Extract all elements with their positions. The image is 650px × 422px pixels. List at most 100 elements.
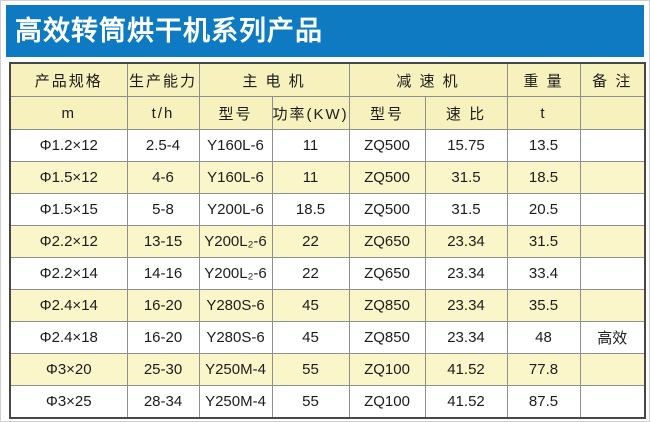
header-main-motor: 主 电 机	[198, 62, 350, 97]
cell-motor_power: 45	[271, 289, 350, 322]
header-spec-unit: m	[9, 96, 128, 130]
header-spec: 产品规格	[9, 62, 128, 97]
cell-reducer_model: ZQ650	[348, 225, 426, 258]
cell-remark	[579, 385, 646, 419]
cell-spec: Φ1.5×15	[9, 193, 128, 226]
cell-motor_power: 11	[271, 161, 350, 194]
table-row: Φ1.5×15 5-8 Y200L-6 18.5 ZQ500 31.5 20.5	[9, 193, 646, 226]
product-spec-table: 产品规格 生产能力 主 电 机 减 速 机 重 量 备 注 m t/h 型号 功…	[9, 62, 646, 419]
cell-ratio: 23.34	[424, 257, 508, 290]
cell-spec: Φ2.4×14	[9, 289, 128, 322]
cell-capacity: 5-8	[126, 193, 200, 226]
cell-remark	[579, 353, 646, 386]
cell-weight: 35.5	[506, 289, 581, 322]
cell-spec: Φ3×25	[9, 385, 128, 419]
cell-motor_power: 11	[271, 129, 350, 162]
page-title: 高效转筒烘干机系列产品	[15, 16, 323, 46]
cell-remark	[579, 161, 646, 194]
table-row: Φ1.5×12 4-6 Y160L-6 11 ZQ500 31.5 18.5	[9, 161, 646, 194]
table-row: Φ2.2×12 13-15 Y200L₂-6 22 ZQ650 23.34 31.5	[9, 225, 646, 258]
cell-spec: Φ1.2×12	[9, 129, 128, 162]
cell-motor_model: Y200L₂-6	[198, 225, 273, 258]
cell-weight: 31.5	[506, 225, 581, 258]
cell-remark	[579, 193, 646, 226]
table-row: Φ1.2×12 2.5-4 Y160L-6 11 ZQ500 15.75 13.5	[9, 129, 646, 162]
cell-ratio: 23.34	[424, 321, 508, 354]
cell-ratio: 31.5	[424, 193, 508, 226]
header-weight: 重 量	[506, 62, 581, 97]
table-head: 产品规格 生产能力 主 电 机 减 速 机 重 量 备 注 m t/h 型号 功…	[9, 62, 646, 130]
cell-motor_model: Y250M-4	[198, 353, 273, 386]
cell-ratio: 41.52	[424, 385, 508, 419]
cell-capacity: 28-34	[126, 385, 200, 419]
cell-reducer_model: ZQ850	[348, 321, 426, 354]
header-motor-model: 型号	[198, 96, 273, 130]
header-motor-power: 功率(KW)	[271, 96, 350, 130]
cell-motor_power: 55	[271, 385, 350, 419]
cell-reducer_model: ZQ100	[348, 353, 426, 386]
cell-capacity: 2.5-4	[126, 129, 200, 162]
cell-spec: Φ1.5×12	[9, 161, 128, 194]
cell-remark	[579, 129, 646, 162]
cell-motor_power: 55	[271, 353, 350, 386]
cell-capacity: 16-20	[126, 321, 200, 354]
cell-reducer_model: ZQ100	[348, 385, 426, 419]
cell-motor_power: 22	[271, 257, 350, 290]
cell-reducer_model: ZQ650	[348, 257, 426, 290]
cell-capacity: 4-6	[126, 161, 200, 194]
cell-ratio: 15.75	[424, 129, 508, 162]
header-weight-unit: t	[506, 96, 581, 130]
cell-capacity: 14-16	[126, 257, 200, 290]
table-wrap: 产品规格 生产能力 主 电 机 减 速 机 重 量 备 注 m t/h 型号 功…	[9, 62, 646, 419]
table-row: Φ3×25 28-34 Y250M-4 55 ZQ100 41.52 87.5	[9, 385, 646, 419]
cell-remark	[579, 289, 646, 322]
header-capacity: 生产能力	[126, 62, 200, 97]
table-row: Φ2.4×18 16-20 Y280S-6 45 ZQ850 23.34 48 高效	[9, 321, 646, 354]
cell-reducer_model: ZQ500	[348, 161, 426, 194]
table-body: Φ1.2×12 2.5-4 Y160L-6 11 ZQ500 15.75 13.5 Φ1.5×…	[9, 129, 646, 419]
cell-weight: 48	[506, 321, 581, 354]
cell-weight: 77.8	[506, 353, 581, 386]
header-reducer: 减 速 机	[348, 62, 508, 97]
cell-motor_model: Y250M-4	[198, 385, 273, 419]
cell-reducer_model: ZQ500	[348, 193, 426, 226]
cell-weight: 33.4	[506, 257, 581, 290]
cell-motor_power: 22	[271, 225, 350, 258]
cell-spec: Φ3×20	[9, 353, 128, 386]
cell-motor_model: Y160L-6	[198, 161, 273, 194]
cell-weight: 13.5	[506, 129, 581, 162]
cell-capacity: 25-30	[126, 353, 200, 386]
cell-weight: 20.5	[506, 193, 581, 226]
cell-spec: Φ2.2×12	[9, 225, 128, 258]
cell-weight: 18.5	[506, 161, 581, 194]
cell-ratio: 31.5	[424, 161, 508, 194]
cell-ratio: 23.34	[424, 289, 508, 322]
cell-ratio: 23.34	[424, 225, 508, 258]
cell-remark: 高效	[579, 321, 646, 354]
header-remark: 备 注	[579, 62, 646, 97]
table-row: Φ3×20 25-30 Y250M-4 55 ZQ100 41.52 77.8	[9, 353, 646, 386]
cell-capacity: 16-20	[126, 289, 200, 322]
table-row: Φ2.2×14 14-16 Y200L₂-6 22 ZQ650 23.34 33.4	[9, 257, 646, 290]
cell-weight: 87.5	[506, 385, 581, 419]
cell-reducer_model: ZQ850	[348, 289, 426, 322]
cell-capacity: 13-15	[126, 225, 200, 258]
cell-motor_model: Y200L-6	[198, 193, 273, 226]
header-reducer-model: 型号	[348, 96, 426, 130]
cell-spec: Φ2.4×18	[9, 321, 128, 354]
cell-spec: Φ2.2×14	[9, 257, 128, 290]
cell-remark	[579, 257, 646, 290]
table-row: Φ2.4×14 16-20 Y280S-6 45 ZQ850 23.34 35.5	[9, 289, 646, 322]
cell-motor_model: Y280S-6	[198, 289, 273, 322]
cell-motor_model: Y280S-6	[198, 321, 273, 354]
header-reducer-ratio: 速 比	[424, 96, 508, 130]
cell-motor_model: Y160L-6	[198, 129, 273, 162]
cell-motor_model: Y200L₂-6	[198, 257, 273, 290]
cell-reducer_model: ZQ500	[348, 129, 426, 162]
cell-motor_power: 18.5	[271, 193, 350, 226]
cell-remark	[579, 225, 646, 258]
header-capacity-unit: t/h	[126, 96, 200, 130]
cell-motor_power: 45	[271, 321, 350, 354]
header-row-units: m t/h 型号 功率(KW) 型号 速 比 t	[9, 96, 646, 130]
